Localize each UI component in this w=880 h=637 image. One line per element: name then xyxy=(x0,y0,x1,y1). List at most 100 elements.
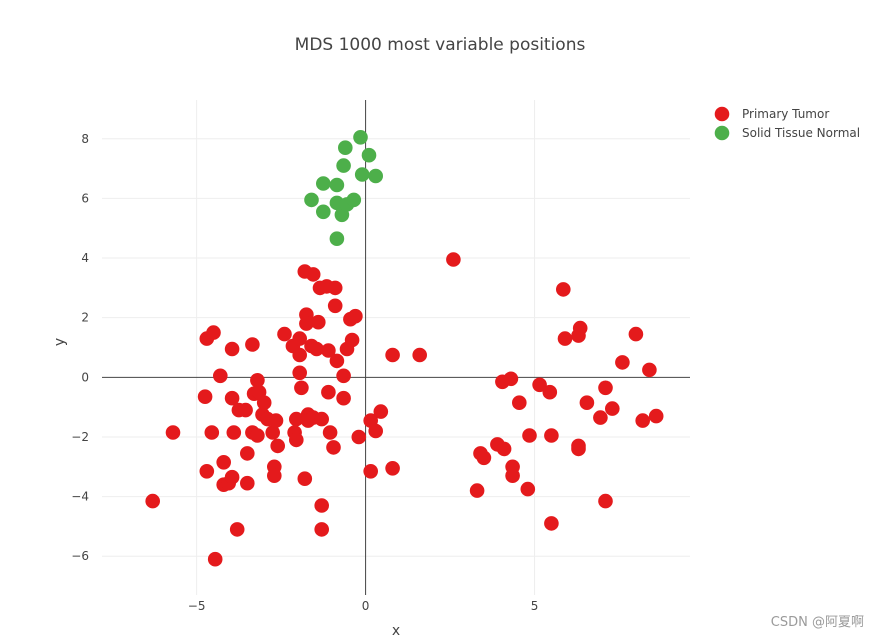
data-point[interactable] xyxy=(267,468,282,484)
data-point[interactable] xyxy=(224,469,240,485)
data-point[interactable] xyxy=(571,441,586,457)
data-point[interactable] xyxy=(368,423,384,439)
data-point[interactable] xyxy=(265,425,281,440)
data-point[interactable] xyxy=(204,425,220,440)
data-point[interactable] xyxy=(297,471,313,487)
data-points[interactable] xyxy=(145,130,664,567)
data-point[interactable] xyxy=(305,267,321,282)
series-1[interactable] xyxy=(304,130,384,246)
data-point[interactable] xyxy=(642,362,657,378)
data-point[interactable] xyxy=(206,325,221,340)
data-point[interactable] xyxy=(348,308,363,324)
data-point[interactable] xyxy=(277,326,292,342)
data-point[interactable] xyxy=(299,316,314,331)
data-point[interactable] xyxy=(385,347,400,363)
data-point[interactable] xyxy=(268,413,284,428)
data-point[interactable] xyxy=(354,167,370,182)
data-point[interactable] xyxy=(329,231,345,246)
data-point[interactable] xyxy=(329,353,345,369)
data-point[interactable] xyxy=(294,380,309,396)
data-point[interactable] xyxy=(544,516,559,531)
data-point[interactable] xyxy=(145,493,160,509)
data-point[interactable] xyxy=(496,441,512,457)
data-point[interactable] xyxy=(314,522,330,537)
data-point[interactable] xyxy=(197,389,213,405)
data-point[interactable] xyxy=(346,192,362,208)
data-point[interactable] xyxy=(615,355,630,370)
data-point[interactable] xyxy=(336,368,351,384)
data-point[interactable] xyxy=(321,343,336,358)
data-point[interactable] xyxy=(314,498,330,513)
data-point[interactable] xyxy=(292,347,308,363)
data-point[interactable] xyxy=(229,522,245,537)
data-point[interactable] xyxy=(326,440,341,455)
data-point[interactable] xyxy=(292,331,308,346)
legend-item-0[interactable]: Primary Tumor xyxy=(714,106,830,122)
data-point[interactable] xyxy=(648,408,664,424)
data-point[interactable] xyxy=(544,428,559,443)
data-point[interactable] xyxy=(336,390,351,406)
data-point[interactable] xyxy=(238,402,253,418)
data-point[interactable] xyxy=(311,314,326,330)
data-point[interactable] xyxy=(351,429,367,445)
legend-item-1[interactable]: Solid Tissue Normal xyxy=(714,125,860,141)
data-point[interactable] xyxy=(316,176,331,191)
data-point[interactable] xyxy=(542,384,558,400)
data-point[interactable] xyxy=(207,551,223,567)
data-point[interactable] xyxy=(512,395,527,411)
data-point[interactable] xyxy=(579,395,595,411)
data-point[interactable] xyxy=(245,337,260,352)
data-point[interactable] xyxy=(605,401,620,416)
data-point[interactable] xyxy=(250,428,265,443)
data-point[interactable] xyxy=(304,192,319,208)
data-point[interactable] xyxy=(635,413,650,428)
data-point[interactable] xyxy=(213,368,228,384)
data-point[interactable] xyxy=(338,140,353,155)
data-point[interactable] xyxy=(250,373,265,388)
data-point[interactable] xyxy=(309,341,324,357)
data-point[interactable] xyxy=(226,425,242,440)
data-point[interactable] xyxy=(520,481,536,497)
data-point[interactable] xyxy=(289,432,304,448)
data-point[interactable] xyxy=(289,411,304,427)
data-point[interactable] xyxy=(224,390,240,406)
data-point[interactable] xyxy=(240,446,255,461)
data-point[interactable] xyxy=(469,483,485,498)
data-point[interactable] xyxy=(412,347,428,363)
data-point[interactable] xyxy=(598,380,613,396)
data-point[interactable] xyxy=(373,404,389,419)
data-point[interactable] xyxy=(336,158,351,173)
data-point[interactable] xyxy=(165,425,181,440)
data-point[interactable] xyxy=(314,411,330,427)
data-point[interactable] xyxy=(556,282,571,297)
data-point[interactable] xyxy=(224,341,240,357)
data-point[interactable] xyxy=(368,168,384,184)
data-point[interactable] xyxy=(316,204,331,220)
data-point[interactable] xyxy=(532,377,547,393)
data-point[interactable] xyxy=(572,320,588,336)
data-point[interactable] xyxy=(216,455,231,470)
data-point[interactable] xyxy=(628,326,644,342)
data-point[interactable] xyxy=(329,177,345,193)
data-point[interactable] xyxy=(503,371,519,387)
data-point[interactable] xyxy=(327,298,343,314)
data-point[interactable] xyxy=(353,130,368,145)
data-point[interactable] xyxy=(557,331,573,346)
series-0[interactable] xyxy=(145,252,664,567)
data-point[interactable] xyxy=(327,280,343,296)
data-point[interactable] xyxy=(256,395,272,411)
data-point[interactable] xyxy=(322,425,338,440)
data-point[interactable] xyxy=(476,450,492,466)
data-point[interactable] xyxy=(199,464,215,479)
data-point[interactable] xyxy=(522,428,537,443)
data-point[interactable] xyxy=(361,147,377,163)
data-point[interactable] xyxy=(446,252,461,267)
data-point[interactable] xyxy=(593,410,608,425)
data-point[interactable] xyxy=(385,461,400,476)
data-point[interactable] xyxy=(505,468,520,484)
data-point[interactable] xyxy=(363,464,379,479)
data-point[interactable] xyxy=(270,438,286,454)
data-point[interactable] xyxy=(240,475,255,491)
legend[interactable]: Primary Tumor Solid Tissue Normal xyxy=(714,106,860,141)
data-point[interactable] xyxy=(292,365,308,381)
